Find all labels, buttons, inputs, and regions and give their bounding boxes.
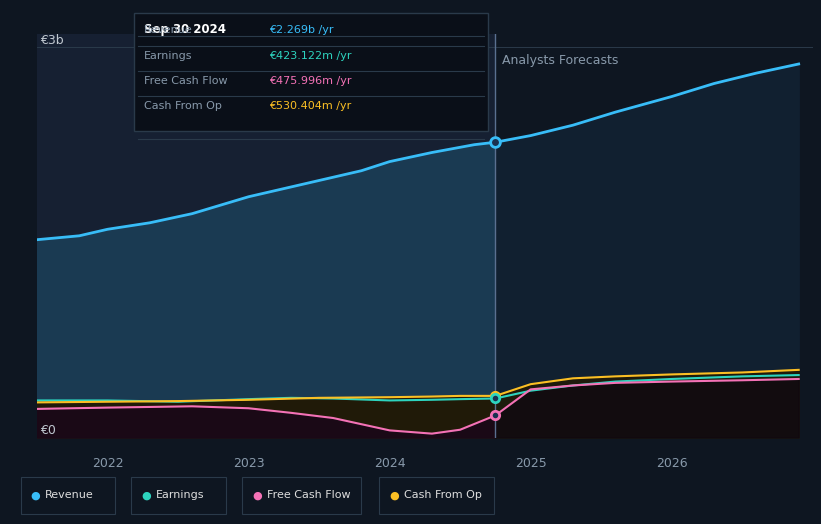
Text: €2.269b /yr: €2.269b /yr bbox=[269, 25, 334, 36]
Text: Earnings: Earnings bbox=[144, 50, 192, 61]
Text: 2026: 2026 bbox=[656, 457, 687, 470]
Text: 2022: 2022 bbox=[92, 457, 123, 470]
Text: €0: €0 bbox=[39, 424, 56, 437]
Text: 2023: 2023 bbox=[232, 457, 264, 470]
Text: €530.404m /yr: €530.404m /yr bbox=[269, 101, 351, 111]
Text: 2024: 2024 bbox=[374, 457, 406, 470]
Text: Free Cash Flow: Free Cash Flow bbox=[144, 75, 227, 86]
Text: €3b: €3b bbox=[39, 34, 63, 47]
Text: Revenue: Revenue bbox=[45, 490, 94, 500]
Text: ●: ● bbox=[30, 490, 40, 500]
Text: ●: ● bbox=[389, 490, 399, 500]
Bar bbox=[495, 34, 813, 438]
Text: Past: Past bbox=[458, 53, 488, 67]
Text: Earnings: Earnings bbox=[156, 490, 204, 500]
Text: Revenue: Revenue bbox=[144, 25, 192, 36]
Text: ●: ● bbox=[252, 490, 262, 500]
Text: €475.996m /yr: €475.996m /yr bbox=[269, 75, 351, 86]
Text: Cash From Op: Cash From Op bbox=[144, 101, 222, 111]
Text: ●: ● bbox=[141, 490, 151, 500]
Text: Sep 30 2024: Sep 30 2024 bbox=[144, 23, 226, 36]
Text: Cash From Op: Cash From Op bbox=[404, 490, 482, 500]
Text: Analysts Forecasts: Analysts Forecasts bbox=[502, 53, 619, 67]
Text: Free Cash Flow: Free Cash Flow bbox=[267, 490, 351, 500]
Text: 2025: 2025 bbox=[515, 457, 547, 470]
Bar bbox=[37, 34, 495, 438]
Text: €423.122m /yr: €423.122m /yr bbox=[269, 50, 351, 61]
